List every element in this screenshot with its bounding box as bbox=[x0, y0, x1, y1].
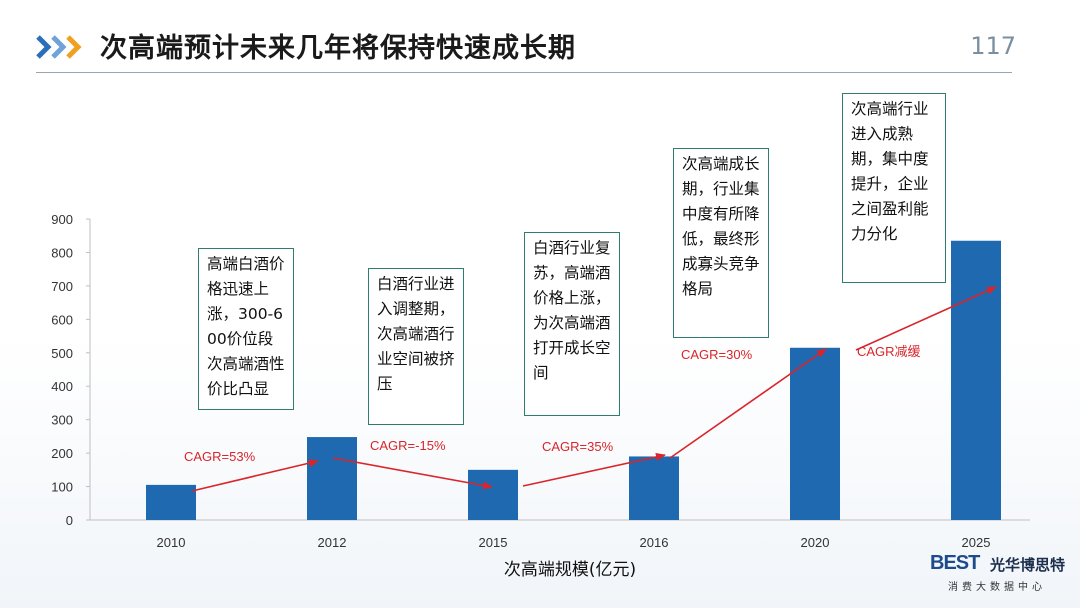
page-number: 117 bbox=[970, 32, 1016, 60]
annotation-box-2015: 白酒行业复苏，高端酒价格上涨，为次高端酒打开成长空间 bbox=[524, 232, 620, 416]
cagr-label: CAGR=35% bbox=[542, 439, 614, 454]
x-tick-label: 2015 bbox=[479, 535, 508, 550]
y-tick-label: 300 bbox=[51, 413, 73, 428]
x-tick-label: 2020 bbox=[801, 535, 830, 550]
annotation-box-2012: 白酒行业进入调整期，次高端酒行业空间被挤压 bbox=[368, 268, 464, 425]
y-tick-label: 500 bbox=[51, 346, 73, 361]
logo-mark: BEST bbox=[930, 552, 980, 574]
annotation-box-2010: 高端白酒价格迅速上涨，300-600价位段次高端酒性价比凸显 bbox=[198, 248, 294, 410]
x-tick-label: 2010 bbox=[157, 535, 186, 550]
cagr-trend-arrow bbox=[522, 453, 666, 487]
bar bbox=[146, 484, 196, 520]
cagr-label: CAGR=30% bbox=[681, 347, 753, 362]
x-tick-label: 2016 bbox=[640, 535, 669, 550]
cagr-trend-arrow bbox=[855, 286, 997, 351]
y-tick-label: 900 bbox=[51, 212, 73, 227]
annotation-box-2025: 次高端行业进入成熟期，集中度提升，企业之间盈利能力分化 bbox=[842, 93, 946, 283]
bar bbox=[629, 456, 679, 520]
bar bbox=[307, 437, 357, 520]
x-tick-label: 2025 bbox=[962, 535, 991, 550]
cagr-label: CAGR=53% bbox=[184, 449, 256, 464]
bar bbox=[468, 469, 518, 520]
cagr-trend-arrow bbox=[332, 457, 493, 490]
cagr-trend-arrow bbox=[669, 348, 827, 459]
y-tick-label: 200 bbox=[51, 446, 73, 461]
y-tick-label: 800 bbox=[51, 245, 73, 260]
y-tick-label: 400 bbox=[51, 379, 73, 394]
brand-logo: BEST 光华博思特 消费大数据中心 bbox=[930, 552, 1065, 596]
title-divider bbox=[36, 72, 1012, 73]
logo-tagline: 消费大数据中心 bbox=[948, 582, 1046, 593]
slide-title: 次高端预计未来几年将保持快速成长期 bbox=[100, 33, 576, 64]
logo-name: 光华博思特 bbox=[990, 556, 1066, 574]
y-tick-label: 0 bbox=[66, 513, 73, 528]
cagr-label: CAGR=-15% bbox=[370, 438, 446, 453]
bar bbox=[790, 347, 840, 520]
bar bbox=[951, 240, 1001, 520]
y-tick-label: 700 bbox=[51, 279, 73, 294]
chevron-arrows-icon bbox=[36, 35, 82, 59]
cagr-label: CAGR减缓 bbox=[857, 344, 921, 359]
annotation-box-2016: 次高端成长期，行业集中度有所降低，最终形成寡头竞争格局 bbox=[673, 148, 769, 338]
y-tick-label: 100 bbox=[51, 480, 73, 495]
x-axis-title: 次高端规模(亿元) bbox=[503, 560, 637, 580]
cagr-trend-arrow bbox=[191, 459, 319, 492]
y-tick-label: 600 bbox=[51, 312, 73, 327]
x-tick-label: 2012 bbox=[318, 535, 347, 550]
